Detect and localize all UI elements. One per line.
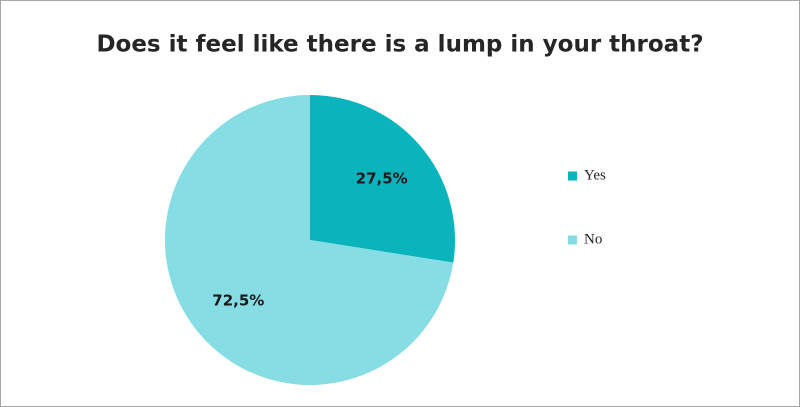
value-label: 72,5%	[212, 292, 264, 310]
legend-label: No	[584, 231, 602, 247]
value-label: 27,5%	[356, 169, 408, 187]
legend-swatch	[568, 171, 577, 181]
pie-slice	[310, 95, 455, 263]
chart-title: Does it feel like there is a lump in you…	[96, 32, 703, 58]
pie-slice	[165, 95, 454, 385]
legend-label: Yes	[584, 167, 606, 183]
legend-swatch	[568, 235, 577, 245]
